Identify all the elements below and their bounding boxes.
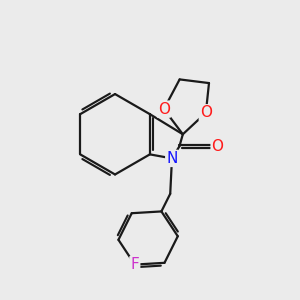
Text: O: O	[212, 139, 224, 154]
Text: F: F	[130, 257, 139, 272]
Text: O: O	[158, 102, 170, 117]
Text: O: O	[200, 105, 212, 120]
Text: N: N	[166, 151, 178, 166]
